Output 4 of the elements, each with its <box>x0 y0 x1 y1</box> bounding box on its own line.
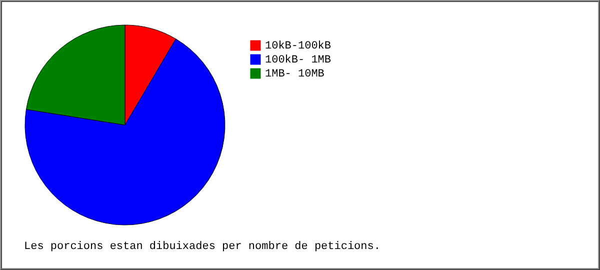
legend-label: 100kB- 1MB <box>265 54 332 66</box>
text: Les porcions estan dibuixades per nombre de peticions. <box>24 241 380 253</box>
legend-label: 10kB-100kB <box>265 40 332 52</box>
legend-label: 1MB- 10MB <box>265 68 325 80</box>
